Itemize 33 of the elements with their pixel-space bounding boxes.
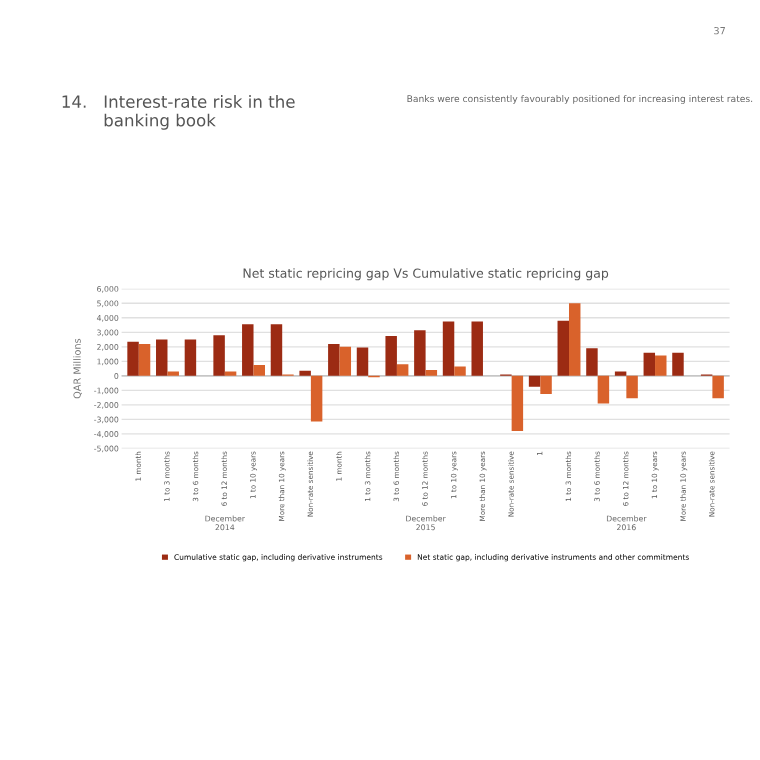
bar — [672, 352, 684, 376]
bar — [385, 335, 397, 376]
bar — [270, 324, 283, 376]
bar — [213, 335, 225, 376]
bar — [414, 330, 426, 376]
bar — [253, 364, 265, 376]
text: 14. Interest-rate risk in the banking book — [62, 95, 295, 130]
bar — [184, 339, 197, 376]
bar — [396, 364, 409, 376]
bar — [597, 375, 610, 404]
bar — [528, 375, 541, 387]
bar — [540, 375, 552, 394]
bar — [643, 352, 656, 376]
bar — [299, 370, 311, 376]
bar — [454, 366, 466, 376]
bar — [156, 339, 168, 376]
bar — [471, 321, 483, 376]
bar — [442, 321, 455, 376]
bar — [328, 343, 340, 376]
bar — [626, 375, 638, 399]
bar — [712, 375, 724, 399]
bar — [138, 343, 151, 376]
bar — [356, 347, 369, 376]
bar — [655, 355, 667, 376]
bar — [127, 341, 139, 376]
bar — [511, 375, 524, 431]
bar — [242, 324, 254, 376]
bar — [569, 303, 581, 376]
bar — [586, 348, 598, 376]
bar — [339, 346, 352, 376]
bar — [557, 320, 569, 376]
bar — [310, 375, 323, 422]
bar — [425, 370, 438, 376]
